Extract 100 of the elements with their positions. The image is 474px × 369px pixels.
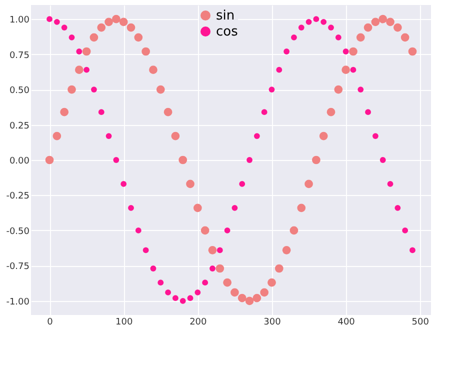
point: [291, 34, 297, 40]
point: [194, 290, 201, 296]
point: [186, 180, 194, 188]
point: [252, 294, 262, 302]
point: [326, 108, 336, 116]
point: [158, 280, 164, 286]
point: [320, 18, 327, 25]
point: [113, 157, 120, 163]
point: [284, 48, 290, 54]
point: [54, 18, 60, 25]
point: [261, 109, 268, 116]
x-tick-label: 200: [190, 318, 208, 328]
point: [126, 23, 136, 32]
point: [187, 295, 194, 302]
point: [349, 47, 358, 56]
point: [365, 109, 371, 116]
point: [342, 48, 349, 54]
point: [298, 24, 304, 30]
point: [402, 228, 408, 234]
point: [120, 181, 127, 187]
x-tick-label: 0: [47, 318, 54, 328]
point: [268, 86, 275, 92]
point: [180, 298, 186, 304]
point: [98, 109, 104, 116]
point: [254, 133, 260, 139]
point: [408, 47, 417, 56]
point: [319, 132, 328, 140]
point: [276, 66, 282, 73]
y-tick-label: 0.25: [9, 121, 30, 132]
y-tick-label: -0.25: [6, 192, 30, 202]
point: [364, 23, 372, 32]
y-tick-label: 0.50: [9, 86, 30, 96]
point: [97, 23, 106, 32]
point: [282, 246, 291, 254]
point: [245, 296, 254, 306]
point: [193, 204, 202, 212]
point: [208, 246, 217, 254]
point: [172, 295, 178, 302]
point: [312, 156, 320, 164]
point: [52, 132, 62, 140]
point: [335, 34, 342, 40]
point: [342, 66, 350, 74]
point: [304, 180, 313, 188]
point: [306, 18, 312, 25]
point: [290, 226, 298, 235]
y-tick-label: -0.75: [6, 262, 30, 272]
point: [378, 14, 388, 24]
point: [91, 86, 97, 92]
point: [60, 108, 69, 116]
point: [142, 47, 150, 56]
point: [45, 156, 54, 164]
point: [164, 108, 172, 116]
point: [230, 288, 239, 297]
point: [156, 85, 165, 94]
point: [393, 23, 402, 32]
point: [238, 294, 246, 302]
point: [224, 228, 230, 234]
point: [350, 66, 356, 73]
point: [232, 204, 238, 211]
point: [328, 24, 334, 30]
point: [371, 18, 380, 26]
point: [134, 33, 143, 42]
y-tick-label: -0.50: [6, 226, 30, 237]
point: [149, 66, 158, 74]
point: [297, 204, 306, 212]
y-tick-label: 0.75: [9, 50, 30, 61]
point: [268, 278, 276, 287]
point: [142, 247, 149, 254]
point: [165, 290, 171, 296]
point: [112, 14, 120, 24]
point: [216, 247, 223, 254]
point: [200, 226, 210, 235]
point: [410, 247, 416, 254]
legend-label: sin: [216, 8, 235, 24]
x-tick-label: 300: [264, 318, 282, 328]
point: [260, 288, 269, 297]
x-tick-label: 400: [338, 318, 356, 328]
point: [380, 157, 386, 163]
point: [150, 266, 156, 272]
point: [358, 86, 364, 92]
y-tick-label: 1.00: [9, 16, 30, 26]
point: [68, 34, 75, 40]
point: [246, 157, 252, 163]
point: [106, 133, 112, 139]
point: [387, 181, 394, 187]
point: [135, 228, 142, 234]
point: [119, 18, 128, 26]
x-tick-label: 100: [116, 318, 133, 328]
legend-label: cos: [216, 24, 238, 40]
point: [386, 18, 394, 26]
point: [74, 66, 84, 74]
point: [216, 264, 224, 273]
point: [84, 66, 90, 73]
point: [394, 204, 401, 211]
point: [76, 48, 82, 54]
point: [68, 85, 76, 94]
point: [104, 18, 113, 26]
point: [90, 33, 98, 42]
y-tick-label: -1.00: [6, 297, 30, 308]
point: [210, 266, 216, 272]
